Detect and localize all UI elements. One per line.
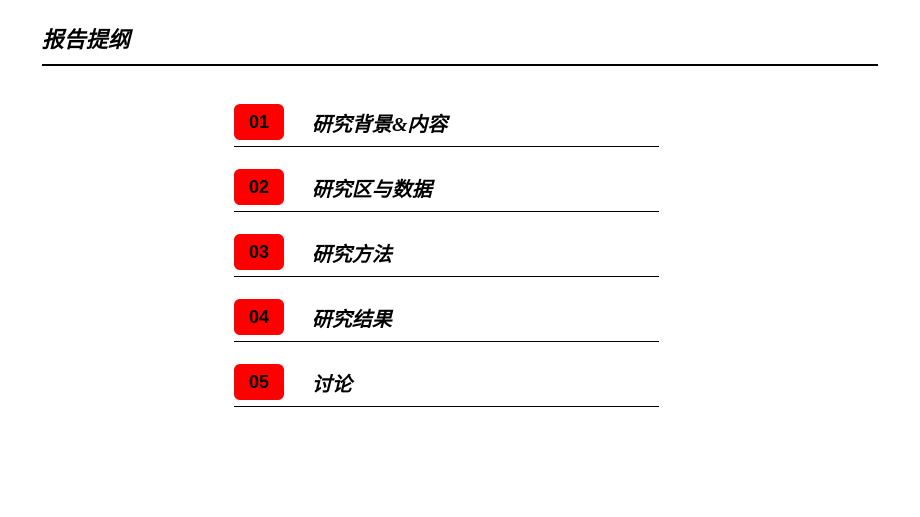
item-label: 研究背景&内容 — [312, 108, 448, 137]
item-label: 研究区与数据 — [312, 173, 432, 202]
outline-item: 03 研究方法 — [234, 234, 659, 277]
number-badge: 05 — [234, 364, 284, 400]
item-label: 研究方法 — [312, 238, 392, 267]
outline-item: 04 研究结果 — [234, 299, 659, 342]
number-badge: 04 — [234, 299, 284, 335]
item-label: 讨论 — [312, 368, 352, 397]
outline-item: 02 研究区与数据 — [234, 169, 659, 212]
outline-item: 05 讨论 — [234, 364, 659, 407]
number-badge: 03 — [234, 234, 284, 270]
outline-list: 01 研究背景&内容 02 研究区与数据 03 研究方法 04 研究结果 05 … — [0, 104, 920, 407]
page-title: 报告提纲 — [42, 22, 878, 64]
number-badge: 02 — [234, 169, 284, 205]
number-badge: 01 — [234, 104, 284, 140]
header: 报告提纲 — [0, 0, 920, 66]
title-underline — [42, 64, 878, 66]
outline-item: 01 研究背景&内容 — [234, 104, 659, 147]
item-label: 研究结果 — [312, 303, 392, 332]
